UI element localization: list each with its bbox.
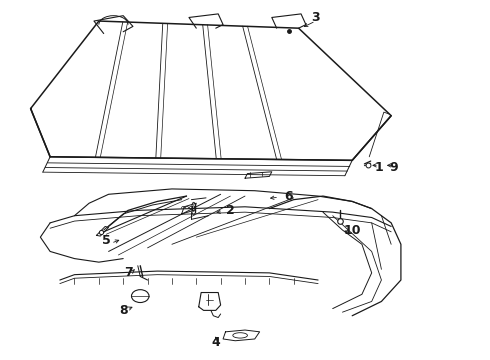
Text: 4: 4 bbox=[211, 336, 220, 349]
Text: 7: 7 bbox=[123, 266, 132, 279]
Text: 5: 5 bbox=[102, 234, 111, 247]
Text: 3: 3 bbox=[311, 11, 320, 24]
Text: 8: 8 bbox=[119, 304, 127, 317]
Text: 6: 6 bbox=[285, 190, 293, 203]
Text: 9: 9 bbox=[389, 161, 398, 174]
Text: 2: 2 bbox=[226, 204, 235, 217]
Text: 10: 10 bbox=[343, 224, 361, 237]
Text: 1: 1 bbox=[375, 161, 383, 174]
